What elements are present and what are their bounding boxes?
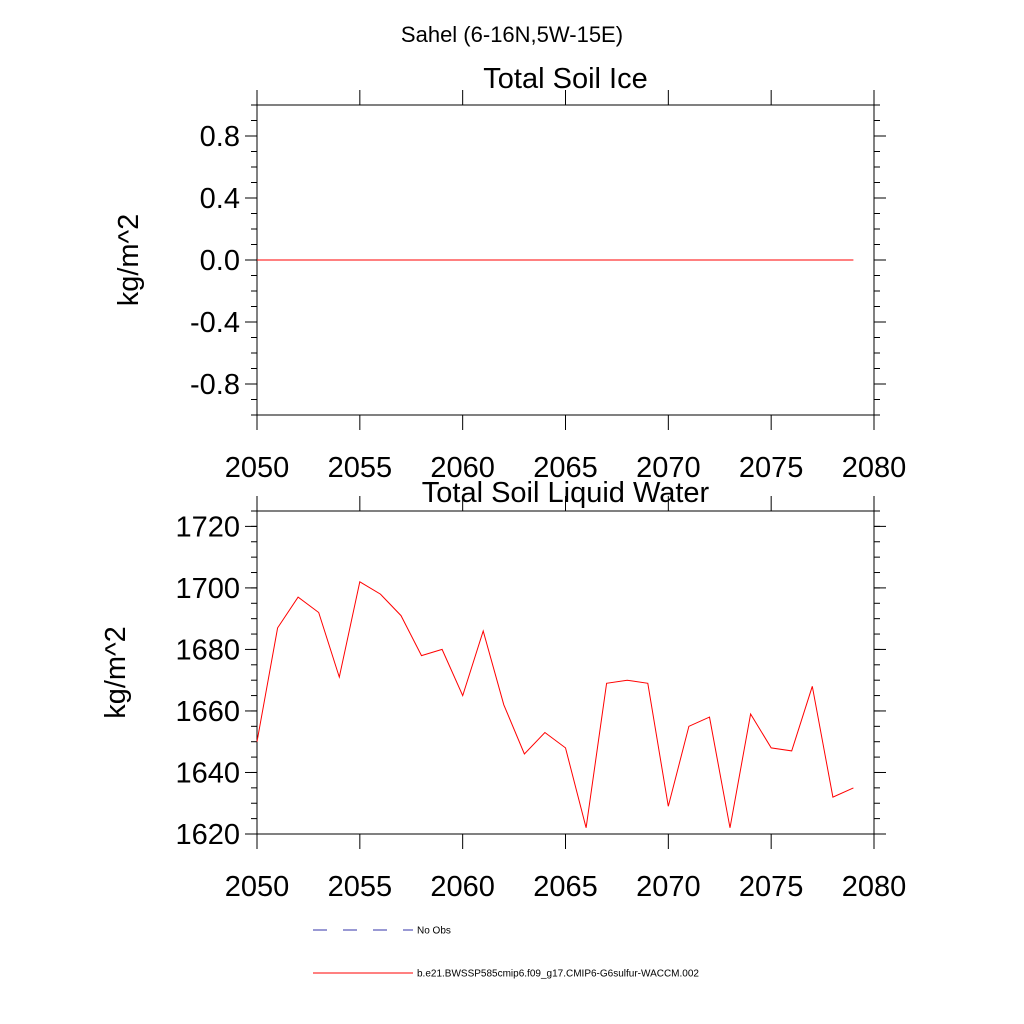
x-tick-label: 2070 <box>636 871 701 903</box>
y-tick-label: 1620 <box>175 819 240 851</box>
x-tick-label: 2080 <box>842 452 907 484</box>
y-tick-label: 0.0 <box>200 245 240 277</box>
x-tick-label: 2065 <box>533 452 598 484</box>
y-tick-label: 0.4 <box>200 183 240 215</box>
x-tick-label: 2055 <box>328 452 393 484</box>
x-tick-label: 2050 <box>225 871 290 903</box>
x-tick-label: 2055 <box>328 871 393 903</box>
y-tick-label: -0.4 <box>190 307 240 339</box>
x-tick-label: 2080 <box>842 871 907 903</box>
x-tick-label: 2070 <box>636 452 701 484</box>
x-tick-label: 2075 <box>739 452 804 484</box>
x-tick-label: 2060 <box>430 871 495 903</box>
x-tick-label: 2065 <box>533 871 598 903</box>
x-tick-label: 2060 <box>430 452 495 484</box>
figure-suptitle: Sahel (6-16N,5W-15E) <box>401 22 623 47</box>
y-tick-label: 0.8 <box>200 121 240 153</box>
y-tick-label: 1680 <box>175 634 240 666</box>
panel-total-soil-ice: Total Soil Ice kg/m^2 2050 2055 2060 2065 2070… <box>113 63 906 484</box>
legend-label-no-obs: No Obs <box>417 926 451 937</box>
y-tick-label: 1660 <box>175 696 240 728</box>
y-axis-label: kg/m^2 <box>100 626 132 719</box>
plot-frame <box>256 510 875 835</box>
y-tick-label: 1640 <box>175 757 240 789</box>
y-tick-label: -0.8 <box>190 369 240 401</box>
plot-title: Total Soil Ice <box>483 63 647 95</box>
y-tick-label: 1720 <box>175 511 240 543</box>
x-tick-label: 2050 <box>225 452 290 484</box>
y-axis-label: kg/m^2 <box>113 214 145 307</box>
series-line-model-run <box>256 581 854 828</box>
legend-label-model-run: b.e21.BWSSP585cmip6.f09_g17.CMIP6-G6sulf… <box>417 969 699 980</box>
x-tick-label: 2075 <box>739 871 804 903</box>
legend: No Obs b.e21.BWSSP585cmip6.f09_g17.CMIP6… <box>313 926 699 980</box>
y-tick-label: 1700 <box>175 573 240 605</box>
